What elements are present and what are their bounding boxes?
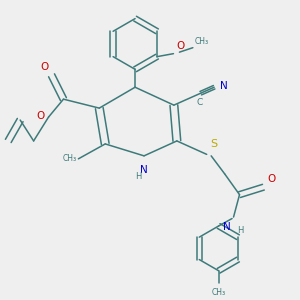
- Text: S: S: [210, 139, 218, 149]
- Text: CH₃: CH₃: [63, 154, 77, 163]
- Text: CH₃: CH₃: [194, 37, 208, 46]
- Text: N: N: [140, 165, 148, 175]
- Text: O: O: [267, 174, 275, 184]
- Text: H: H: [237, 226, 244, 235]
- Text: C: C: [196, 98, 203, 107]
- Text: O: O: [37, 111, 45, 121]
- Text: O: O: [40, 62, 49, 72]
- Text: N: N: [223, 221, 231, 232]
- Text: CH₃: CH₃: [212, 288, 226, 297]
- Text: N: N: [220, 81, 227, 91]
- Text: H: H: [135, 172, 141, 181]
- Text: O: O: [176, 41, 185, 51]
